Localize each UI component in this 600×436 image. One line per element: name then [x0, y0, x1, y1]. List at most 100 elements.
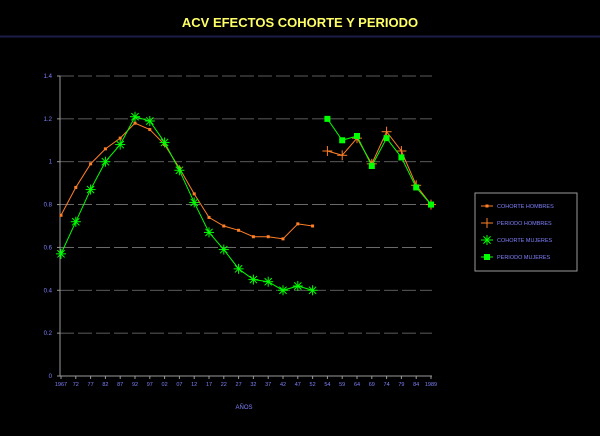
x-tick-label: 59: [339, 382, 345, 388]
data-point: [266, 235, 270, 239]
legend-label: COHORTE MUJERES: [497, 238, 553, 244]
legend-marker: [482, 235, 492, 245]
y-tick-label: 1: [49, 160, 53, 166]
data-point: [56, 248, 66, 259]
data-point: [218, 244, 229, 255]
series: [56, 111, 436, 296]
data-point: [339, 137, 346, 144]
data-point: [204, 227, 214, 238]
x-tick-label: 32: [250, 382, 256, 388]
y-tick-label: 0.2: [44, 331, 53, 337]
data-point: [251, 235, 255, 239]
data-point: [237, 228, 241, 232]
x-tick-label: 47: [295, 382, 301, 388]
data-point: [174, 165, 185, 176]
y-tick-labels: 0 0.2 0.4 0.6 0.8 1 1.2 1.4: [44, 74, 60, 380]
legend-label: COHORTE HOMBRES: [497, 204, 554, 210]
y-tick-label: 0.8: [44, 203, 53, 209]
x-tick-label: 27: [236, 382, 242, 388]
data-point: [383, 135, 390, 142]
data-point: [148, 128, 152, 132]
data-point: [207, 215, 211, 219]
y-tick-label: 1.4: [44, 74, 53, 80]
series-line-cohorte-hombres: [60, 122, 313, 240]
x-axis-label: AÑOS: [235, 404, 252, 411]
x-tick-label: 02: [162, 382, 168, 388]
data-point: [144, 116, 155, 126]
series-cohorte-hombres: [59, 121, 315, 241]
x-tick-label: 77: [88, 382, 94, 388]
legend-item: PERIODO MUJERES: [481, 254, 551, 261]
legend-label: PERIODO HOMBRES: [497, 221, 552, 227]
data-point: [281, 237, 285, 241]
x-tick-label: 92: [132, 382, 138, 388]
x-tick-label: 37: [265, 382, 271, 388]
data-point: [381, 126, 392, 137]
data-point: [159, 137, 170, 148]
data-point: [398, 154, 405, 161]
data-point: [222, 224, 226, 228]
legend-marker: [485, 204, 489, 208]
x-tick-label: 84: [413, 382, 419, 388]
legend-item: COHORTE MUJERES: [481, 235, 553, 245]
x-tick-label: 12: [191, 382, 197, 388]
data-point: [428, 201, 434, 208]
data-point: [192, 192, 196, 196]
y-tick-label: 0: [49, 374, 53, 380]
data-point: [307, 285, 318, 296]
data-point: [233, 263, 244, 274]
x-tick-label: 74: [384, 382, 390, 388]
data-point: [322, 146, 333, 156]
data-point: [89, 162, 93, 166]
data-point: [133, 121, 137, 125]
legend-marker: [484, 254, 490, 260]
data-point: [59, 213, 63, 217]
data-point: [103, 147, 107, 151]
x-tick-labels: 1967 72 77 82 87 92 97 02 07 12 17 22 27 32 37 42 47 52 54…: [55, 376, 437, 388]
y-tick-label: 1.2: [44, 117, 53, 123]
x-tick-label: 79: [398, 382, 404, 388]
x-tick-label: 07: [176, 382, 182, 388]
x-tick-label: 69: [369, 382, 375, 388]
data-point: [278, 285, 288, 296]
legend-label: PERIODO MUJERES: [497, 255, 551, 261]
x-tick-label: 72: [73, 382, 79, 388]
data-point: [74, 185, 78, 189]
data-point: [115, 139, 126, 150]
x-tick-label: 97: [147, 382, 153, 388]
x-tick-label: 64: [354, 382, 360, 388]
legend-marker: [482, 218, 492, 228]
data-point: [263, 276, 274, 287]
x-tick-label: 52: [310, 382, 316, 388]
y-tick-label: 0.6: [44, 245, 53, 251]
data-point: [337, 150, 348, 161]
data-point: [368, 163, 375, 169]
y-tick-label: 0.4: [44, 288, 53, 294]
data-point: [396, 146, 407, 156]
data-point: [189, 197, 200, 208]
data-point: [311, 224, 315, 228]
x-tick-label: 42: [280, 382, 286, 388]
gridlines: [60, 75, 432, 334]
series-line-periodo-hombres: [327, 130, 432, 205]
axes: [59, 76, 432, 377]
chart-title: ACV EFECTOS COHORTE Y PERIODO: [182, 15, 418, 30]
data-point: [296, 222, 300, 226]
x-tick-label: 1989: [425, 382, 437, 388]
x-tick-label: 17: [206, 382, 212, 388]
x-tick-label: 87: [117, 382, 123, 388]
legend-item: COHORTE HOMBRES: [481, 204, 554, 210]
x-tick-label: 54: [324, 382, 330, 388]
data-point: [118, 136, 122, 140]
data-point: [130, 111, 140, 122]
data-point: [70, 216, 81, 227]
data-point: [248, 274, 259, 285]
x-tick-label: 22: [221, 382, 227, 388]
series-cohorte-mujeres: [56, 111, 318, 296]
x-tick-label: 1967: [55, 382, 67, 388]
data-point: [413, 184, 420, 191]
series-periodo-mujeres: [324, 115, 434, 208]
legend-item: PERIODO HOMBRES: [481, 218, 552, 228]
x-tick-label: 82: [102, 382, 108, 388]
